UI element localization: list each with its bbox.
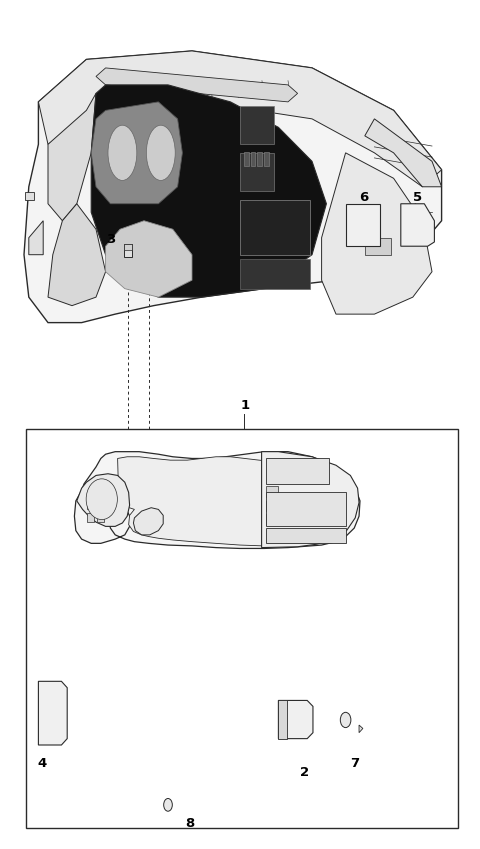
Polygon shape [365, 119, 442, 187]
Text: 1: 1 [240, 399, 250, 412]
Bar [124, 244, 132, 250]
Text: 5: 5 [413, 191, 422, 204]
Polygon shape [322, 153, 432, 314]
Polygon shape [48, 93, 96, 221]
Bar [240, 200, 310, 255]
Bar [266, 501, 274, 511]
Bar [25, 192, 34, 200]
Polygon shape [48, 204, 106, 306]
Ellipse shape [108, 126, 137, 181]
Polygon shape [401, 204, 434, 246]
Bar [266, 514, 274, 525]
Polygon shape [118, 457, 355, 546]
Bar [240, 259, 310, 289]
Bar [87, 500, 94, 509]
Text: 3: 3 [106, 233, 115, 246]
Bar [277, 514, 285, 525]
Bar [251, 152, 255, 166]
Bar [266, 486, 278, 497]
Text: 8: 8 [185, 818, 194, 830]
Text: 4: 4 [37, 757, 47, 770]
Polygon shape [24, 51, 442, 323]
Ellipse shape [146, 126, 175, 181]
Bar [97, 500, 104, 509]
Bar [288, 514, 295, 525]
Bar [264, 152, 269, 166]
Bar [277, 501, 285, 511]
Polygon shape [74, 452, 360, 548]
Polygon shape [38, 51, 442, 187]
Polygon shape [240, 106, 274, 144]
Polygon shape [359, 725, 363, 733]
Bar [244, 152, 249, 166]
Text: 6: 6 [359, 191, 369, 204]
Polygon shape [240, 153, 274, 191]
Polygon shape [106, 221, 192, 297]
Ellipse shape [340, 712, 351, 728]
Polygon shape [133, 508, 163, 535]
Text: 2: 2 [300, 766, 310, 779]
Bar [365, 238, 391, 255]
Bar [124, 244, 132, 257]
Bar [97, 513, 104, 522]
Polygon shape [38, 681, 67, 745]
Bar [257, 152, 262, 166]
Polygon shape [91, 102, 182, 204]
Ellipse shape [164, 798, 172, 812]
Bar [266, 492, 346, 526]
Bar [87, 513, 94, 522]
Polygon shape [262, 452, 359, 548]
Polygon shape [29, 221, 43, 255]
Bar [278, 700, 287, 739]
Ellipse shape [86, 479, 117, 520]
Bar [266, 458, 329, 484]
Polygon shape [346, 204, 380, 246]
Bar [288, 501, 295, 511]
Polygon shape [278, 700, 313, 739]
Polygon shape [91, 85, 326, 297]
Text: 7: 7 [349, 757, 359, 770]
Polygon shape [77, 474, 130, 526]
Bar [266, 528, 346, 543]
Bar [26, 429, 458, 828]
Polygon shape [96, 68, 298, 102]
